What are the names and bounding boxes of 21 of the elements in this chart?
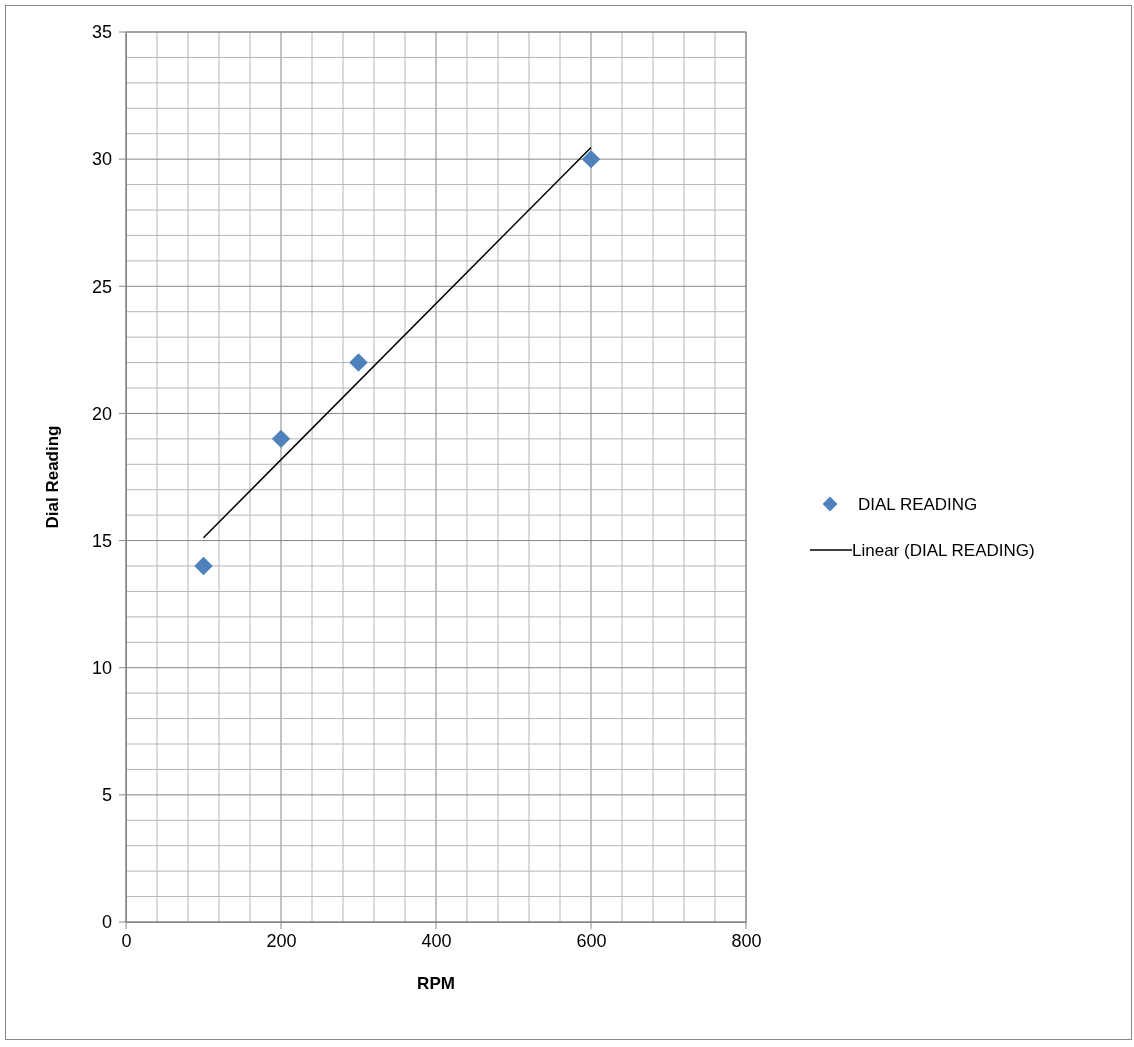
x-tick-label: 600 (576, 930, 607, 951)
legend-label: Linear (DIAL READING) (852, 541, 1035, 560)
point (349, 353, 368, 372)
y-tick-label: 20 (91, 403, 112, 424)
x-tick-label: 800 (731, 930, 762, 951)
point (271, 429, 291, 449)
x-tick-label: 0 (121, 930, 132, 951)
y-tick-label: 15 (91, 530, 112, 551)
y-tick-label: 10 (91, 657, 112, 678)
y-tick-label: 5 (101, 785, 112, 806)
x-axis-title: RPM (417, 974, 455, 993)
y-tick-label: 0 (101, 912, 112, 933)
y-axis-title: Dial Reading (43, 425, 62, 529)
y-tick-label: 25 (91, 276, 112, 297)
y-tick-label: 35 (91, 22, 112, 43)
x-tick-label: 400 (421, 930, 452, 951)
point (581, 149, 601, 169)
point (194, 556, 213, 576)
legend-label: DIAL READING (858, 495, 978, 514)
x-tick-label: 200 (266, 930, 297, 951)
y-tick-label: 30 (91, 149, 112, 170)
